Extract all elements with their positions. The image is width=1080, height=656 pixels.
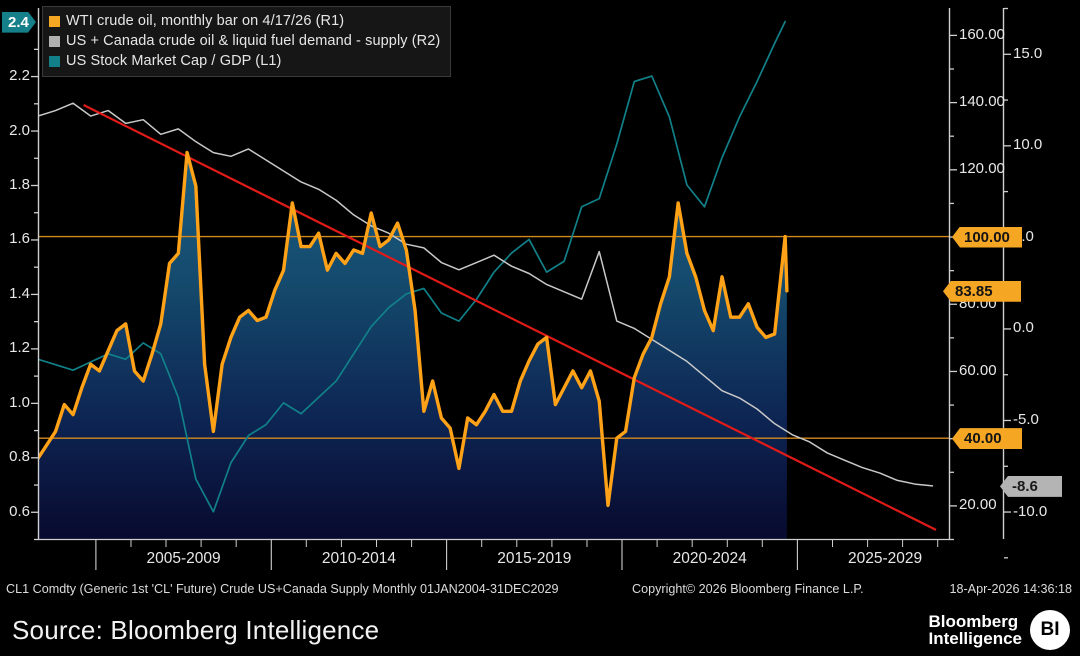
- badge-reference-100: 100.00: [952, 226, 1022, 248]
- x-axis-label-2005-2009: 2005-2009: [146, 550, 221, 567]
- legend-label-marketcap: US Stock Market Cap / GDP (L1): [66, 53, 282, 69]
- legend-swatch-marketcap: [49, 55, 60, 67]
- badge-wti-current: 83.85: [943, 280, 1021, 302]
- legend-item-wti[interactable]: WTI crude oil, monthly bar on 4/17/26 (R…: [49, 11, 440, 31]
- chart-footer: CL1 Comdty (Generic 1st 'CL' Future) Cru…: [0, 580, 1080, 602]
- bloomberg-intelligence-logo: Bloomberg Intelligence BI: [928, 610, 1070, 650]
- r2-tick-15.0: 15.0: [1013, 44, 1043, 62]
- legend-label-supply: US + Canada crude oil & liquid fuel dema…: [66, 33, 441, 49]
- legend-swatch-wti: [49, 15, 60, 27]
- legend-label-wti: WTI crude oil, monthly bar on 4/17/26 (R…: [66, 13, 345, 29]
- source-banner: Source: Bloomberg Intelligence Bloomberg…: [0, 606, 1080, 656]
- r1-tick-140.00: 140.00: [959, 93, 1005, 111]
- left-tick-1.8: 1.8: [9, 176, 30, 193]
- x-axis-label-2025-2029: 2025-2029: [848, 550, 923, 567]
- x-axis-label-2020-2024: 2020-2024: [672, 550, 747, 567]
- legend-swatch-supply: [49, 35, 60, 47]
- footer-copyright: Copyright© 2026 Bloomberg Finance L.P.: [632, 582, 864, 596]
- bi-logo-line2: Intelligence: [928, 629, 1022, 648]
- left-tick-1.6: 1.6: [9, 230, 30, 248]
- marketcap-gdp-line: [38, 20, 786, 513]
- chart-svg: [31, 7, 1011, 570]
- r2-tick-10.0: 10.0: [1013, 136, 1043, 154]
- left-tick-1.2: 1.2: [9, 339, 30, 357]
- badge-reference-40: 40.00: [952, 428, 1022, 450]
- bi-logo-line1: Bloomberg: [928, 611, 1019, 631]
- bi-logo-wordmark: Bloomberg Intelligence: [928, 611, 1022, 648]
- r1-tick-120.00: 120.00: [959, 160, 1005, 178]
- left-tick-1.0: 1.0: [9, 393, 30, 411]
- r1-tick-20.00: 20.00: [959, 496, 997, 514]
- r1-tick-160.00: 160.00: [959, 25, 1005, 43]
- supply-demand-line: [38, 102, 934, 487]
- x-axis-label-2010-2014: 2010-2014: [321, 550, 396, 567]
- wti-crude-line: [38, 150, 789, 508]
- x-axis-label-2015-2019: 2015-2019: [497, 550, 572, 567]
- source-label: Source: Bloomberg Intelligence: [12, 615, 380, 645]
- footer-security-description: CL1 Comdty (Generic 1st 'CL' Future) Cru…: [6, 582, 559, 596]
- left-tick-2.0: 2.0: [9, 121, 30, 139]
- badge-supply-current: -8.6: [1000, 475, 1062, 497]
- wti-area-fill: [38, 152, 787, 539]
- left-tick-0.8: 0.8: [9, 448, 30, 466]
- badge-marketcap-current: 2.4: [2, 12, 36, 33]
- r1-tick-60.00: 60.00: [959, 361, 997, 379]
- footer-timestamp: 18-Apr-2026 14:36:18: [949, 582, 1072, 596]
- chart-legend[interactable]: WTI crude oil, monthly bar on 4/17/26 (R…: [42, 6, 452, 77]
- r2-tick--10.0: -10.0: [1013, 502, 1048, 520]
- legend-item-supply[interactable]: US + Canada crude oil & liquid fuel dema…: [49, 31, 440, 51]
- x-axis-separators: [95, 539, 939, 570]
- r2-tick-0.0: 0.0: [1013, 319, 1034, 337]
- left-tick-2.2: 2.2: [9, 67, 30, 85]
- legend-item-marketcap[interactable]: US Stock Market Cap / GDP (L1): [49, 51, 440, 71]
- bi-logo-mark: BI: [1030, 610, 1070, 650]
- chart-plot-area[interactable]: [0, 0, 1080, 600]
- left-tick-0.6: 0.6: [9, 502, 30, 520]
- red-trendline: [83, 104, 937, 531]
- r2-tick--5.0: -5.0: [1013, 410, 1039, 428]
- left-tick-1.4: 1.4: [9, 284, 30, 302]
